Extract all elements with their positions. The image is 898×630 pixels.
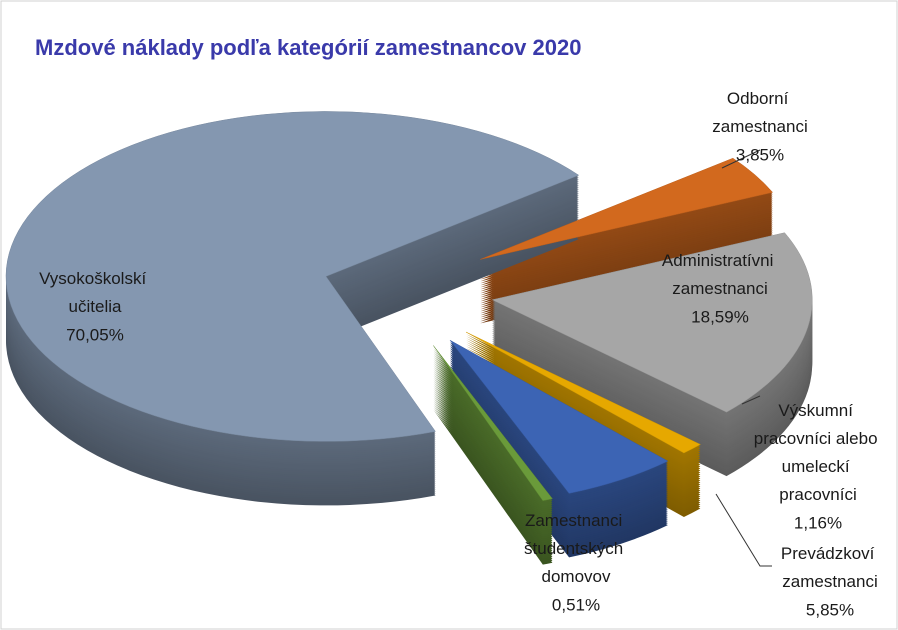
value-label: 0,51% [552, 595, 600, 614]
category-label: Výskumní pracovníci alebo umeleckí praco… [754, 401, 883, 504]
category-label: Zamestnanci študentských domovov [524, 511, 628, 586]
value-label: 70,05% [66, 325, 124, 344]
leader-line [741, 395, 761, 405]
chart-title: Mzdové náklady podľa kategórií zamestnan… [35, 35, 581, 60]
category-label: Odborní zamestnanci [712, 89, 807, 136]
category-label: Vysokoškolskí učitelia [39, 269, 151, 316]
slice [491, 232, 813, 413]
slice [465, 331, 701, 454]
leader-line [721, 149, 761, 169]
slice [480, 157, 774, 260]
pie-tops [5, 111, 813, 501]
leader-line [715, 493, 772, 567]
value-label: 5,85% [806, 600, 854, 619]
slice [5, 111, 580, 442]
category-label: Administratívni zamestnanci [662, 251, 778, 298]
labels: Vysokoškolskí učitelia 70,05% Odborní zame… [39, 89, 882, 619]
value-label: 3,85% [736, 145, 784, 164]
slice [433, 345, 553, 501]
category-label: Prevádzkoví zamestnanci [781, 544, 879, 591]
slice [449, 340, 669, 494]
value-label: 1,16% [794, 513, 842, 532]
value-label: 18,59% [691, 307, 749, 326]
